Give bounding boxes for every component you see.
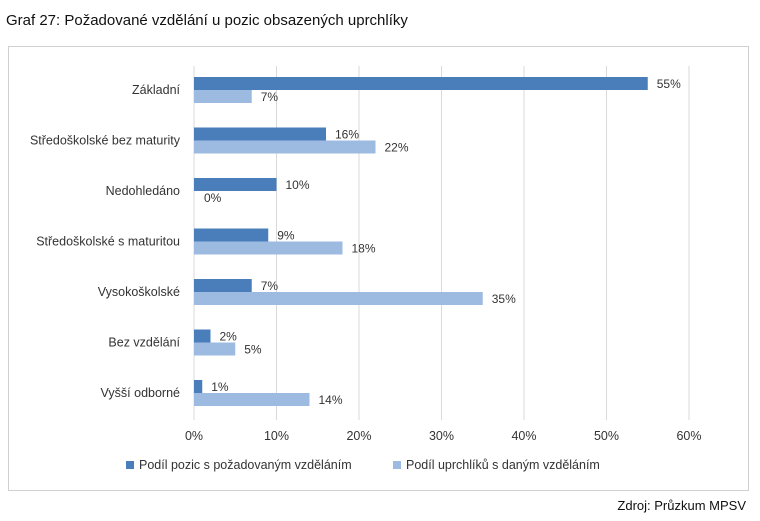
value-label-uprchlici-stredoskolske-s-maturitou: 18% (352, 242, 376, 256)
bar-pozice-nedohledano (194, 178, 277, 191)
category-label-stredoskolske-bez-maturity: Středoškolské bez maturity (30, 134, 181, 148)
value-label-uprchlici-zakladni: 7% (261, 90, 279, 104)
value-label-pozice-stredoskolske-bez-maturity: 16% (335, 128, 359, 142)
legend-label-uprchlici: Podíl uprchlíků s daným vzděláním (406, 458, 600, 472)
category-label-zakladni: Základní (132, 83, 180, 97)
bar-uprchlici-stredoskolske-s-maturitou (194, 241, 343, 255)
category-label-vysokoskolske: Vysokoškolské (98, 285, 180, 299)
bar-uprchlici-stredoskolske-bez-maturity (194, 140, 376, 154)
chart-title: Graf 27: Požadované vzdělání u pozic obs… (6, 12, 408, 29)
bar-pozice-bez-vzdelani (194, 329, 211, 343)
legend-swatch-pozice (126, 461, 134, 469)
value-label-pozice-vyssi-odborne: 1% (211, 380, 229, 394)
legend-label-pozice: Podíl pozic s požadovaným vzděláním (139, 458, 352, 472)
x-tick-label-30: 30% (429, 429, 454, 443)
category-label-bez-vzdelani: Bez vzdělání (108, 336, 180, 350)
bar-uprchlici-bez-vzdelani (194, 342, 236, 356)
value-label-uprchlici-vyssi-odborne: 14% (319, 393, 343, 407)
value-label-pozice-nedohledano: 10% (286, 178, 310, 192)
bar-pozice-vysokoskolske (194, 279, 252, 292)
value-label-pozice-bez-vzdelani: 2% (220, 330, 238, 344)
bar-uprchlici-vysokoskolske (194, 292, 483, 305)
bar-pozice-stredoskolske-s-maturitou (194, 228, 269, 242)
x-tick-label-40: 40% (511, 429, 536, 443)
bar-pozice-stredoskolske-bez-maturity (194, 127, 326, 141)
bar-pozice-vyssi-odborne (194, 380, 203, 393)
value-label-pozice-stredoskolske-s-maturitou: 9% (277, 229, 295, 243)
category-label-stredoskolske-s-maturitou: Středoškolské s maturitou (36, 235, 180, 249)
bar-uprchlici-zakladni (194, 90, 252, 103)
value-label-uprchlici-vysokoskolske: 35% (492, 292, 516, 306)
x-tick-label-20: 20% (346, 429, 371, 443)
value-label-uprchlici-nedohledano: 0% (204, 191, 222, 205)
bar-pozice-zakladni (194, 77, 648, 90)
value-label-uprchlici-stredoskolske-bez-maturity: 22% (385, 141, 409, 155)
source-note: Zdroj: Průzkum MPSV (617, 498, 746, 513)
value-label-uprchlici-bez-vzdelani: 5% (244, 343, 262, 357)
x-tick-label-0: 0% (185, 429, 203, 443)
value-label-pozice-vysokoskolske: 7% (261, 279, 279, 293)
x-tick-label-10: 10% (264, 429, 289, 443)
value-label-pozice-zakladni: 55% (657, 77, 681, 91)
x-tick-label-60: 60% (676, 429, 701, 443)
category-label-nedohledano: Nedohledáno (106, 184, 180, 198)
legend-swatch-uprchlici (393, 461, 401, 469)
bar-uprchlici-vyssi-odborne (194, 393, 310, 406)
x-tick-label-50: 50% (594, 429, 619, 443)
category-label-vyssi-odborne: Vyšší odborné (101, 386, 180, 400)
chart-frame (8, 46, 749, 491)
